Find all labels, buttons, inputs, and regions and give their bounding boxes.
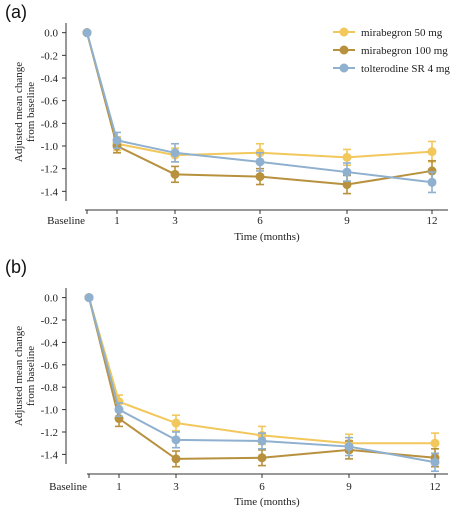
data-point	[255, 172, 265, 182]
data-point	[427, 177, 437, 187]
data-point	[342, 180, 352, 190]
x-axis-title: Time (months)	[234, 231, 300, 243]
series-mirabegron-50-mg	[84, 293, 440, 455]
legend-label: mirabegron 100 mg	[361, 45, 448, 57]
y-tick-label: 0.0	[44, 28, 58, 40]
data-point	[257, 453, 267, 463]
y-tick-label: 0.0	[44, 293, 58, 305]
x-tick-label: 3	[172, 215, 178, 227]
y-axis-title-line: Adjusted mean change	[13, 62, 25, 162]
y-tick-label: -1.2	[41, 427, 58, 439]
x-tick-label: 9	[346, 481, 352, 493]
data-point	[82, 28, 92, 38]
series-line	[86, 32, 433, 184]
data-point	[114, 405, 124, 415]
data-point	[112, 135, 122, 145]
x-tick-label: 12	[430, 481, 441, 493]
y-axis-title-line: from baseline	[25, 346, 37, 406]
data-point	[255, 157, 265, 167]
x-axis-title: Time (months)	[234, 496, 300, 508]
y-tick-label: -0.8	[41, 382, 59, 394]
legend-swatch-marker	[339, 63, 349, 73]
data-point	[171, 418, 181, 428]
y-tick-label: -1.4	[41, 449, 59, 461]
data-point	[430, 457, 440, 467]
x-tick-label: 3	[173, 481, 179, 493]
y-tick-label: -0.4	[41, 337, 59, 349]
data-point	[430, 438, 440, 448]
x-tick-label: 1	[116, 481, 122, 493]
data-point	[342, 167, 352, 177]
y-tick-label: -1.0	[41, 141, 59, 153]
x-tick-label: Baseline	[49, 481, 87, 493]
x-tick-label: 1	[114, 215, 120, 227]
data-point	[171, 435, 181, 445]
chart-panel-1: (a) 0.0 -0.2 -0.4 -0.6 -0.8 -1.0 -1.2 -1.4 Baseli…	[5, 2, 450, 243]
y-tick-label: -0.6	[41, 360, 59, 372]
y-axis-title: Adjusted mean changefrom baseline	[13, 326, 37, 426]
series-line	[88, 297, 436, 464]
y-tick-label: -0.2	[41, 315, 58, 327]
legend-label: mirabegron 50 mg	[361, 27, 443, 39]
y-tick-label: -0.6	[41, 96, 59, 108]
y-tick-label: -0.2	[41, 50, 58, 62]
data-point	[344, 442, 354, 452]
y-tick-label: -1.4	[41, 186, 59, 198]
series-line	[86, 32, 433, 186]
x-tick-label: 6	[257, 215, 263, 227]
data-point	[170, 148, 180, 158]
y-tick-label: -0.8	[41, 118, 59, 130]
y-tick-label: -0.4	[41, 73, 59, 85]
y-axis-title-line: Adjusted mean change	[13, 326, 25, 426]
x-tick-label: Baseline	[47, 215, 85, 227]
x-tick-label: 12	[427, 215, 438, 227]
legend-label: tolterodine SR 4 mg	[361, 63, 450, 75]
x-tick-label: 9	[344, 215, 350, 227]
series-tolterodine-sr-4-mg	[84, 293, 440, 473]
series-line	[88, 297, 435, 445]
data-point	[170, 169, 180, 179]
data-point	[171, 454, 181, 464]
chart-panel-2: (b) 0.0 -0.2 -0.4 -0.6 -0.8 -1.0 -1.2 -1.4 Baseli…	[5, 257, 448, 508]
data-point	[342, 152, 352, 162]
data-point	[427, 166, 437, 176]
y-tick-label: -1.0	[41, 405, 59, 417]
y-axis-title-line: from baseline	[25, 82, 37, 142]
legend: mirabegron 50 mg mirabegron 100 mg toltero…	[333, 27, 450, 75]
data-point	[427, 147, 437, 157]
x-tick-label: 6	[259, 481, 265, 493]
panel-label: (b)	[5, 257, 27, 277]
series-line	[88, 297, 436, 460]
legend-swatch-marker	[339, 45, 349, 55]
panel-label: (a)	[5, 2, 27, 22]
data-point	[84, 293, 94, 303]
data-point	[257, 436, 267, 446]
series-tolterodine-sr-4-mg	[82, 28, 437, 194]
y-tick-label: -1.2	[41, 164, 58, 176]
legend-swatch-marker	[339, 27, 349, 37]
y-axis-title: Adjusted mean changefrom baseline	[13, 62, 37, 162]
